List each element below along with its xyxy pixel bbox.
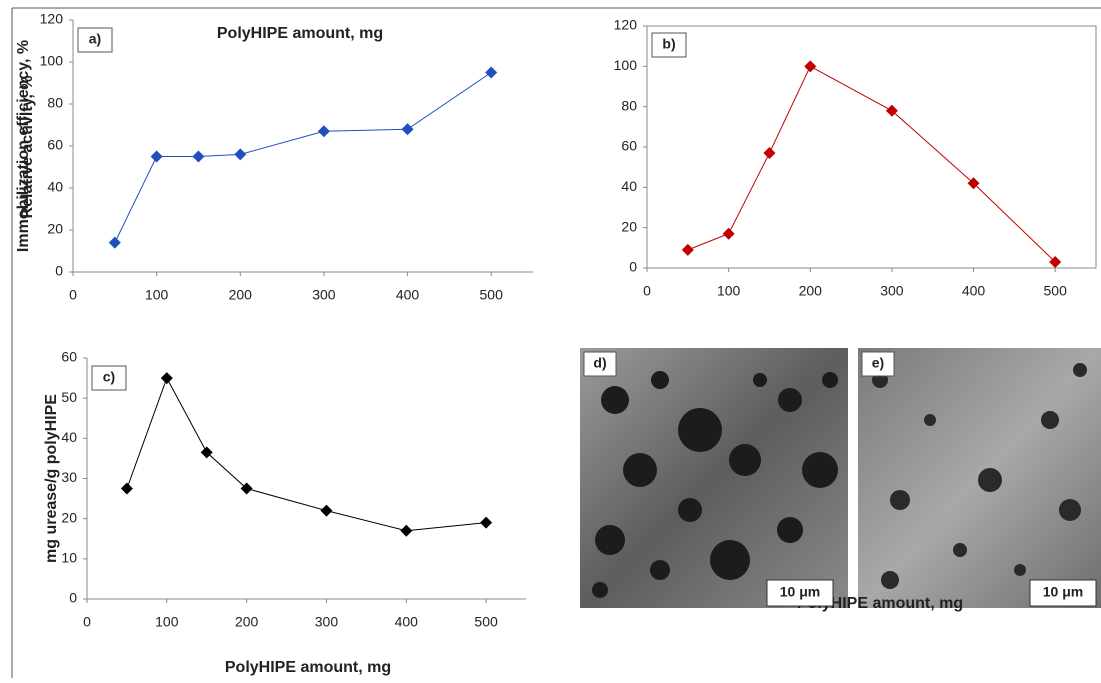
y-tick-label: 50: [61, 389, 77, 405]
image-label: e): [872, 355, 884, 371]
data-point: [121, 483, 133, 495]
data-point: [485, 67, 497, 79]
data-point: [161, 372, 173, 384]
data-point: [400, 525, 412, 537]
x-tick-label: 200: [235, 614, 259, 630]
y-tick-label: 60: [621, 138, 637, 154]
y-tick-label: 80: [621, 97, 637, 113]
y-tick-label: 20: [61, 509, 77, 525]
scale-bar-label: 10 μm: [780, 584, 820, 600]
chart-0: 0 20 40 60 80 100 120 0 100 200 300 400 500 PolyHIPE …: [15, 11, 533, 303]
x-tick-label: 400: [396, 287, 420, 303]
sem-image-d: [580, 348, 848, 608]
y-tick-label: 40: [47, 179, 63, 195]
x-tick-label: 400: [395, 614, 419, 630]
scale-bar-label: 10 μm: [1043, 584, 1083, 600]
data-point: [192, 151, 204, 163]
x-axis-title: PolyHIPE amount, mg: [217, 25, 383, 42]
data-point: [151, 151, 163, 163]
x-axis-title: PolyHIPE amount, mg: [225, 659, 391, 676]
data-point: [320, 505, 332, 517]
y-tick-label: 40: [621, 178, 637, 194]
x-tick-label: 200: [799, 283, 823, 299]
y-tick-label: 20: [621, 218, 637, 234]
x-tick-label: 0: [69, 287, 77, 303]
y-tick-label: 80: [47, 95, 63, 111]
y-tick-label: 60: [47, 137, 63, 153]
panel-label: c): [103, 369, 115, 385]
y-tick-label: 0: [629, 259, 637, 275]
sem-image-e: [858, 348, 1101, 608]
series-line: [115, 73, 491, 243]
series-line: [127, 378, 486, 531]
panel-label: a): [89, 31, 101, 47]
x-tick-label: 0: [83, 614, 91, 630]
x-tick-label: 300: [315, 614, 339, 630]
y-tick-label: 120: [40, 11, 64, 27]
data-point: [402, 123, 414, 135]
data-point: [480, 517, 492, 529]
y-tick-label: 10: [61, 550, 77, 566]
x-tick-label: 500: [474, 614, 498, 630]
x-tick-label: 100: [155, 614, 179, 630]
y-tick-label: 30: [61, 469, 77, 485]
page: 0204060801001200100200300400500PolyHIPE …: [0, 0, 1101, 683]
x-tick-label: 500: [480, 287, 504, 303]
data-point: [804, 60, 816, 72]
x-tick-label: 300: [312, 287, 336, 303]
x-tick-label: 100: [145, 287, 169, 303]
y-tick-label: 120: [614, 17, 638, 33]
panel-label: b): [662, 36, 675, 52]
x-tick-label: 400: [962, 283, 986, 299]
x-tick-label: 500: [1044, 283, 1068, 299]
y-tick-label: 0: [69, 590, 77, 606]
data-point: [234, 148, 246, 160]
series-line: [688, 66, 1055, 262]
y-tick-label: 0: [55, 263, 63, 279]
data-point: [723, 228, 735, 240]
y-tick-label: 40: [61, 429, 77, 445]
y-tick-label: 100: [614, 57, 638, 73]
y-axis-title: Relative activity, %: [19, 76, 36, 219]
data-point: [109, 237, 121, 249]
y-tick-label: 100: [40, 53, 64, 69]
y-axis-title: mg urease/g polyHIPE: [43, 394, 60, 563]
data-point: [318, 125, 330, 137]
x-tick-label: 0: [643, 283, 651, 299]
plot-frame: [647, 26, 1096, 268]
x-tick-label: 100: [717, 283, 741, 299]
image-label: d): [593, 355, 606, 371]
data-point: [763, 147, 775, 159]
x-tick-label: 300: [880, 283, 904, 299]
x-tick-label: 200: [229, 287, 253, 303]
chart-2: 0 10 20 30 40 50 60 0 100 200 300 400 500 PolyHIPE am…: [43, 349, 526, 677]
figure: 0204060801001200100200300400500PolyHIPE …: [0, 0, 1101, 678]
y-tick-label: 60: [61, 349, 77, 365]
y-tick-label: 20: [47, 221, 63, 237]
data-point: [682, 244, 694, 256]
